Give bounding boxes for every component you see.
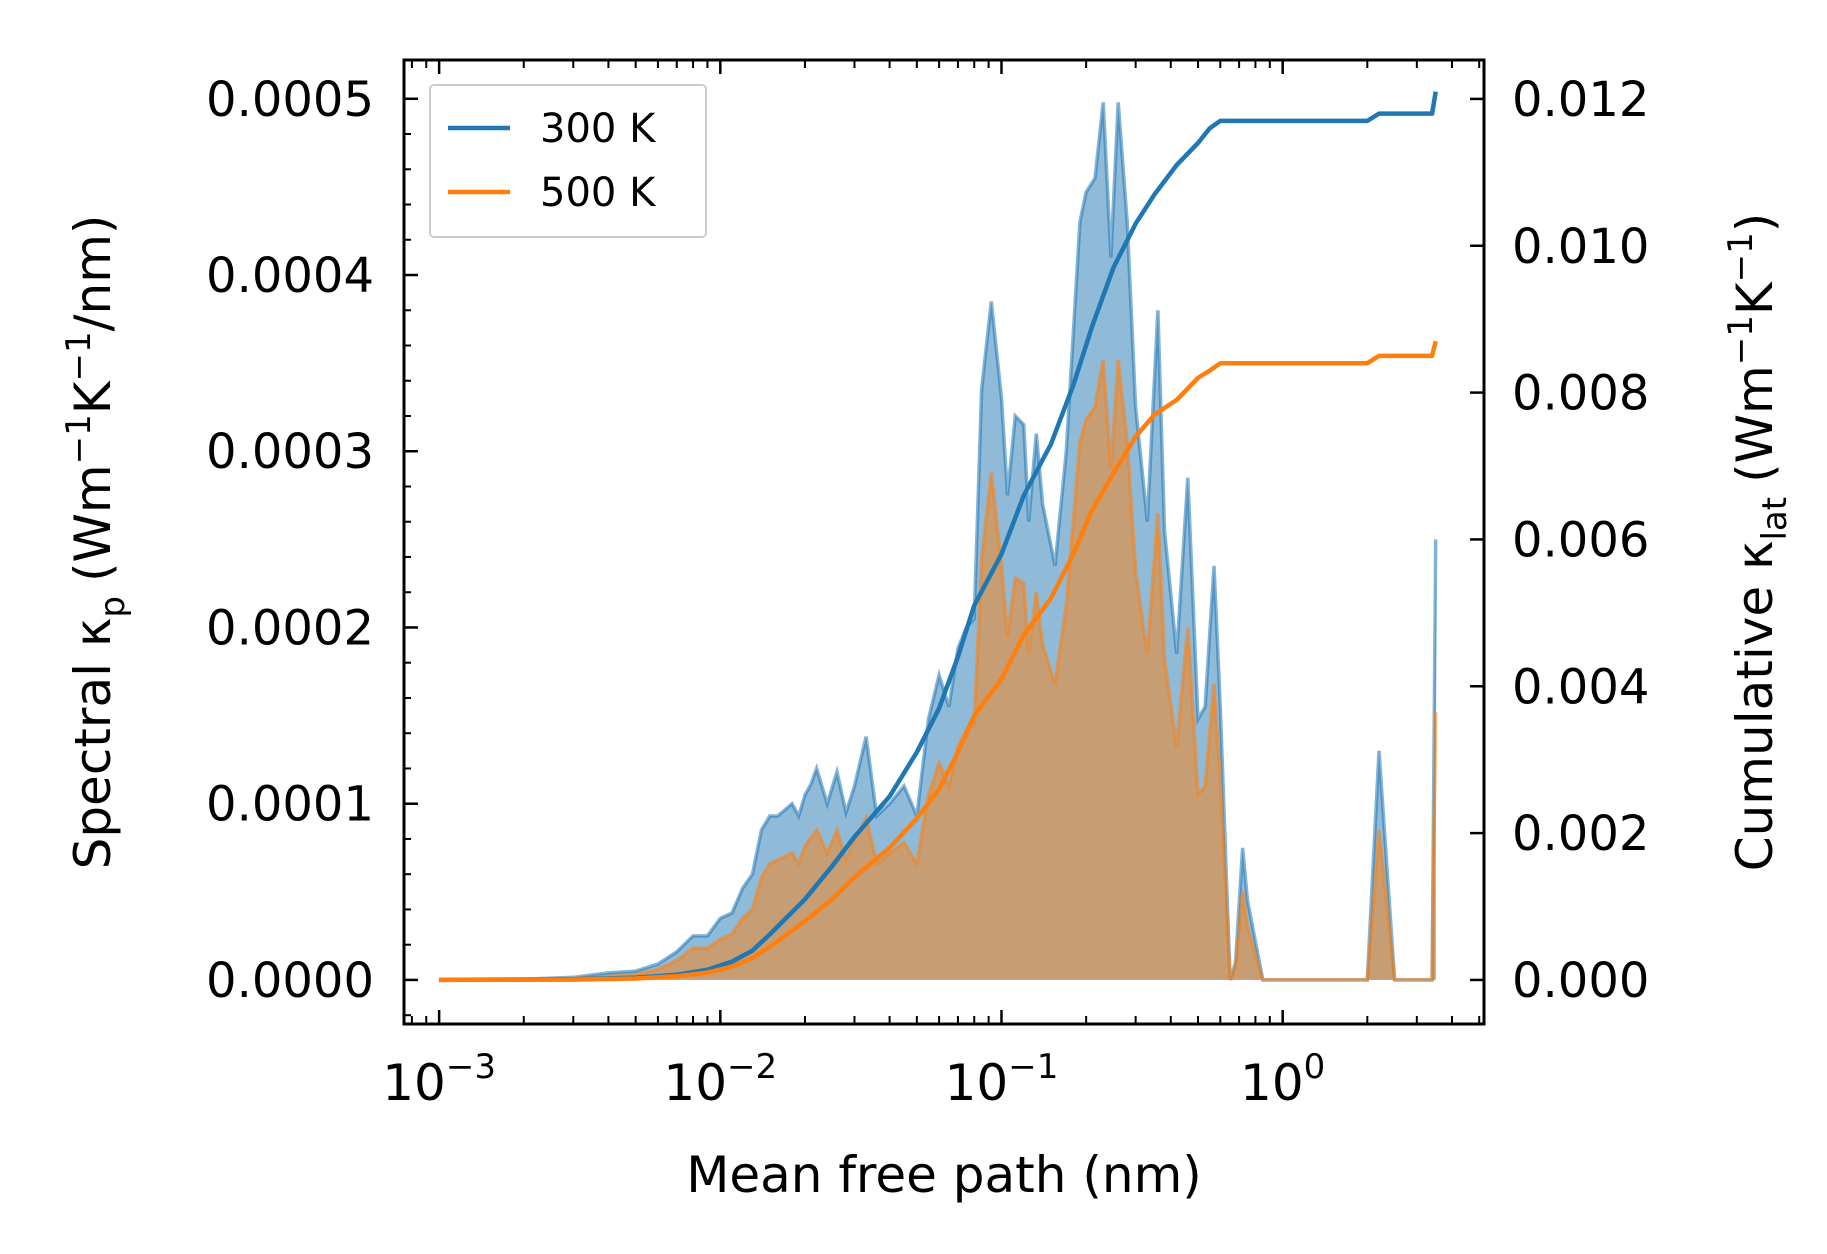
x-tick-label-2: 10−1 — [945, 1047, 1059, 1112]
y-right-k: K — [1726, 281, 1784, 315]
legend-box — [429, 84, 707, 238]
y-right-tick-label-3: 0.006 — [1512, 512, 1649, 568]
spectral-line-0 — [439, 102, 1438, 982]
cumulative-line-1 — [439, 340, 1438, 983]
x-tick-label-exp: −1 — [1008, 1047, 1058, 1087]
y-left-exp2: −1 — [59, 331, 99, 381]
x-tick-label-3: 100 — [1240, 1047, 1325, 1112]
y-left-tick-label-0: 0.0000 — [206, 953, 374, 1009]
x-tick-label-base: 10 — [945, 1054, 1009, 1112]
y-left-tick-label-2: 0.0002 — [206, 600, 374, 656]
x-tick-label-exp: 0 — [1304, 1047, 1326, 1087]
y-right-tail: ) — [1726, 213, 1784, 233]
y-left-label-units: (Wm — [64, 464, 122, 582]
legend-label-500k: 500 K — [540, 170, 657, 216]
y-right-tick-label-2: 0.004 — [1512, 659, 1649, 715]
y-left-exp1: −1 — [59, 414, 99, 464]
spectral-line-1 — [439, 359, 1438, 982]
x-tick-label-exp: −3 — [446, 1047, 496, 1087]
series-layer — [439, 91, 1438, 983]
y-right-tick-label-5: 0.010 — [1512, 219, 1649, 275]
y-left-tick-label-4: 0.0004 — [206, 248, 374, 304]
x-tick-label-1: 10−2 — [663, 1047, 777, 1112]
x-tick-label-exp: −2 — [727, 1047, 777, 1087]
x-axis-label: Mean free path (nm) — [686, 1146, 1202, 1204]
x-tick-label-base: 10 — [1240, 1054, 1304, 1112]
y-left-label-sub: p — [93, 596, 133, 618]
y-right-exp2: −1 — [1721, 232, 1761, 282]
legend-label-300k: 300 K — [540, 106, 657, 152]
y-right-tick-label-6: 0.012 — [1512, 72, 1649, 128]
x-tick-label-base: 10 — [663, 1054, 727, 1112]
x-tick-label-0: 10−3 — [382, 1047, 496, 1112]
cumulative-line-0 — [439, 91, 1438, 983]
y-left-tick-label-3: 0.0003 — [206, 424, 374, 480]
y-axis-label-right: Cumulative κlat(Wm−1K−1) — [1721, 213, 1795, 872]
y-right-tick-label-1: 0.002 — [1512, 806, 1649, 862]
y-left-tick-label-5: 0.0005 — [206, 72, 374, 128]
y-left-tick-label-1: 0.0001 — [206, 777, 374, 833]
y-right-label-main: Cumulative κ — [1726, 541, 1784, 872]
y-left-k: K — [64, 380, 122, 414]
plot-frame — [402, 58, 1486, 1026]
y-right-label-sub: lat — [1755, 497, 1795, 541]
legend: 300 K 500 K — [429, 84, 707, 238]
tick-layer: 10−3 10−2 10−1 1000.00000.00010.00020.00030… — [206, 60, 1649, 1112]
y-left-label-main: Spectral κ — [64, 618, 122, 870]
spectral-area-1 — [439, 359, 1436, 980]
y-right-tick-label-0: 0.000 — [1512, 953, 1649, 1009]
y-axis-label-left: Spectral κp(Wm−1K−1/nm) — [59, 215, 133, 870]
y-right-label-units: (Wm — [1726, 365, 1784, 483]
y-right-exp1: −1 — [1721, 315, 1761, 365]
x-tick-label-base: 10 — [382, 1054, 446, 1112]
y-right-tick-label-4: 0.008 — [1512, 366, 1649, 422]
y-left-tail: /nm) — [64, 215, 122, 332]
